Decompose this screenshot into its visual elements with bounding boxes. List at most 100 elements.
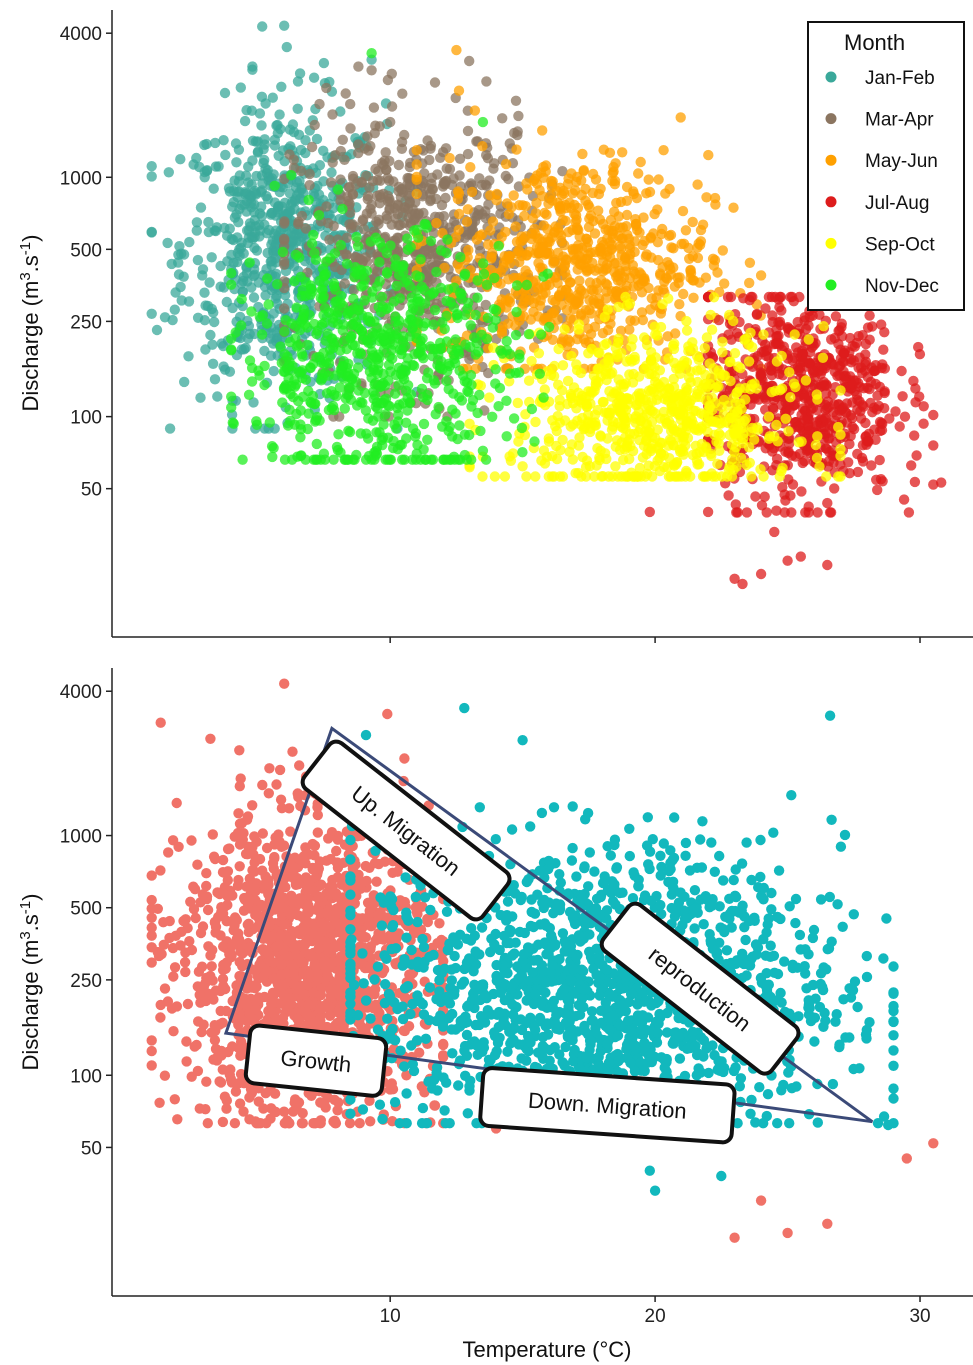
- data-point: [462, 148, 474, 160]
- data-point: [201, 1076, 212, 1087]
- data-point: [221, 230, 233, 241]
- data-point: [500, 170, 511, 182]
- data-point: [233, 176, 245, 187]
- data-point: [679, 355, 690, 367]
- data-point: [311, 438, 322, 450]
- data-point: [911, 450, 922, 461]
- data-point: [663, 293, 674, 304]
- data-point: [244, 328, 255, 340]
- data-point: [381, 210, 392, 221]
- data-point: [353, 147, 364, 159]
- data-point: [633, 168, 644, 179]
- data-point: [732, 386, 743, 397]
- data-point: [585, 386, 597, 397]
- data-point: [237, 454, 248, 465]
- data-point: [349, 340, 361, 351]
- data-point: [366, 65, 377, 76]
- data-point: [785, 392, 796, 403]
- data-point: [318, 145, 329, 156]
- data-point: [567, 224, 578, 236]
- data-point: [688, 275, 699, 286]
- data-point: [376, 291, 388, 303]
- data-point: [300, 223, 312, 234]
- data-point: [466, 186, 478, 198]
- data-point: [339, 403, 350, 414]
- data-point: [209, 374, 221, 385]
- data-point: [681, 391, 692, 402]
- data-point: [300, 135, 311, 146]
- data-point: [345, 123, 356, 134]
- data-point: [321, 201, 332, 212]
- data-point: [311, 328, 322, 340]
- data-point: [850, 375, 862, 386]
- data-point: [701, 395, 712, 406]
- data-point: [402, 233, 413, 244]
- data-point: [292, 451, 303, 462]
- data-point: [445, 297, 456, 308]
- data-point: [433, 349, 444, 360]
- data-point: [490, 364, 501, 375]
- data-point: [542, 236, 554, 247]
- data-point: [624, 453, 635, 465]
- data-point: [553, 379, 564, 390]
- data-point: [746, 471, 757, 482]
- data-point: [755, 568, 767, 580]
- data-point: [230, 138, 242, 149]
- data-point: [800, 507, 811, 518]
- data-point: [353, 61, 364, 72]
- data-point: [459, 268, 471, 280]
- data-point: [337, 203, 348, 215]
- data-point: [192, 312, 204, 323]
- data-point: [656, 437, 668, 449]
- data-point: [696, 438, 707, 450]
- data-point: [235, 82, 246, 93]
- data-point: [684, 253, 695, 264]
- data-point: [444, 163, 456, 175]
- data-point: [755, 270, 767, 281]
- y-tick-label: 4000: [60, 24, 102, 45]
- data-point: [382, 74, 394, 86]
- data-point: [481, 180, 492, 191]
- data-point: [792, 347, 803, 358]
- data-point: [397, 88, 408, 99]
- data-point: [613, 301, 624, 313]
- data-point: [657, 262, 668, 273]
- data-point: [658, 145, 669, 156]
- data-point: [335, 174, 346, 185]
- data-point: [203, 226, 214, 238]
- data-point: [676, 238, 687, 250]
- data-point: [722, 400, 734, 411]
- data-point: [522, 184, 533, 195]
- data-point: [646, 431, 658, 442]
- data-point: [313, 210, 325, 221]
- data-point: [718, 370, 729, 381]
- data-point: [586, 284, 597, 295]
- data-point: [266, 441, 278, 452]
- data-point: [508, 413, 520, 424]
- data-point: [823, 402, 834, 413]
- data-point: [146, 161, 157, 172]
- data-point: [335, 297, 346, 309]
- data-point: [727, 454, 738, 465]
- data-point: [247, 155, 258, 166]
- data-point: [712, 267, 723, 278]
- data-point: [510, 221, 521, 232]
- data-point: [645, 304, 656, 315]
- data-point: [242, 276, 253, 287]
- data-point: [819, 380, 830, 391]
- data-point: [234, 818, 246, 829]
- data-point: [538, 392, 549, 403]
- data-point: [277, 397, 288, 408]
- data-point: [289, 419, 300, 430]
- data-point: [695, 364, 706, 375]
- data-point: [253, 365, 264, 376]
- data-point: [438, 177, 449, 188]
- data-point: [644, 506, 655, 518]
- data-point: [903, 507, 915, 518]
- data-point: [709, 429, 720, 440]
- data-point: [615, 268, 626, 279]
- data-point: [600, 264, 611, 275]
- data-point: [519, 210, 530, 222]
- data-point: [552, 314, 563, 325]
